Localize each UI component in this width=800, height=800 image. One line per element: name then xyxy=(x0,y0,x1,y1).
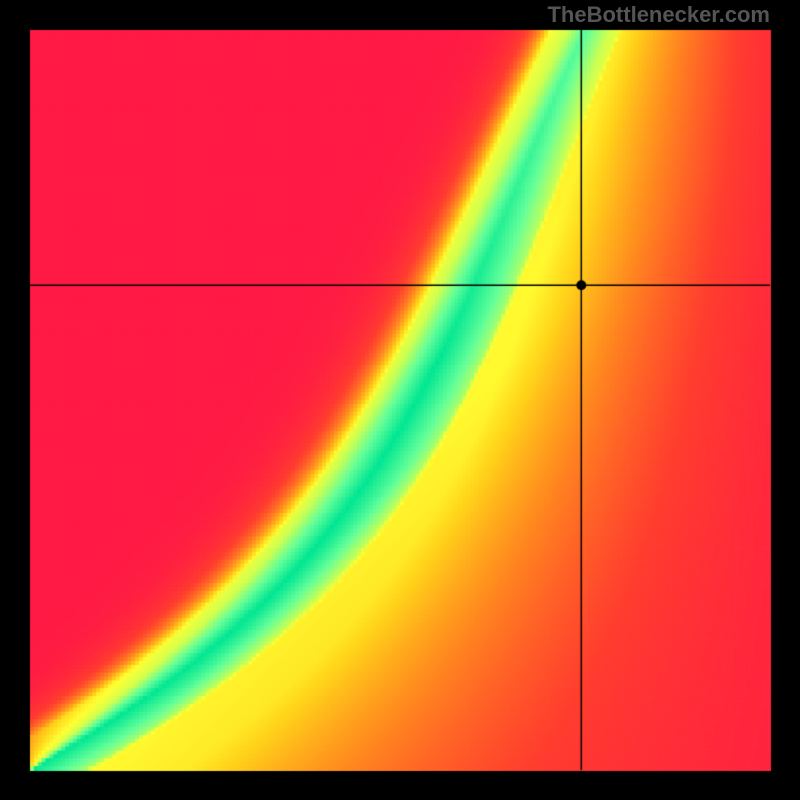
watermark-text: TheBottlenecker.com xyxy=(547,2,770,28)
chart-container: TheBottlenecker.com xyxy=(0,0,800,800)
heatmap-canvas xyxy=(0,0,800,800)
